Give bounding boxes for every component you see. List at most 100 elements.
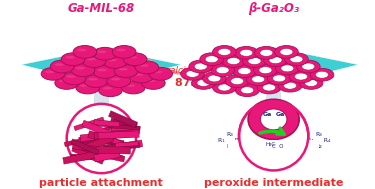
- Ellipse shape: [216, 67, 229, 74]
- Text: R₃
R₁     R₄
R₂: R₃ R₁ R₄ R₂: [218, 132, 242, 149]
- Ellipse shape: [126, 84, 135, 87]
- Ellipse shape: [301, 84, 323, 87]
- Ellipse shape: [262, 84, 276, 91]
- Ellipse shape: [243, 55, 266, 67]
- Ellipse shape: [236, 84, 259, 97]
- Polygon shape: [88, 131, 117, 144]
- Ellipse shape: [315, 71, 328, 78]
- Ellipse shape: [41, 67, 65, 80]
- Ellipse shape: [260, 109, 287, 130]
- Polygon shape: [228, 140, 319, 175]
- Ellipse shape: [182, 75, 205, 78]
- Text: peroxide intermediate: peroxide intermediate: [204, 178, 344, 188]
- Ellipse shape: [149, 67, 172, 80]
- Polygon shape: [78, 144, 102, 154]
- Ellipse shape: [227, 57, 240, 65]
- Text: Ga-MIL-68: Ga-MIL-68: [68, 2, 135, 15]
- Ellipse shape: [213, 46, 236, 58]
- Ellipse shape: [241, 87, 254, 94]
- Polygon shape: [78, 148, 106, 157]
- Ellipse shape: [276, 53, 298, 56]
- Ellipse shape: [128, 56, 137, 59]
- Ellipse shape: [211, 64, 234, 77]
- Ellipse shape: [234, 46, 258, 59]
- Ellipse shape: [259, 89, 281, 92]
- Polygon shape: [103, 143, 140, 149]
- Text: C  O: C O: [273, 144, 284, 149]
- Ellipse shape: [77, 49, 87, 51]
- Ellipse shape: [202, 72, 226, 85]
- Polygon shape: [63, 151, 99, 164]
- Ellipse shape: [112, 46, 136, 58]
- Ellipse shape: [297, 60, 320, 73]
- Polygon shape: [94, 120, 120, 127]
- Ellipse shape: [71, 64, 95, 77]
- Polygon shape: [84, 134, 114, 151]
- Ellipse shape: [55, 77, 78, 89]
- Ellipse shape: [291, 78, 313, 81]
- Ellipse shape: [240, 49, 253, 56]
- Ellipse shape: [118, 68, 128, 70]
- Ellipse shape: [218, 48, 231, 55]
- Ellipse shape: [197, 79, 210, 86]
- Ellipse shape: [200, 53, 223, 66]
- Ellipse shape: [122, 81, 145, 94]
- Polygon shape: [74, 117, 104, 131]
- Ellipse shape: [123, 53, 147, 66]
- Ellipse shape: [78, 88, 99, 92]
- FancyArrowPatch shape: [260, 128, 284, 134]
- Ellipse shape: [286, 60, 309, 64]
- Polygon shape: [106, 136, 130, 149]
- Ellipse shape: [269, 80, 291, 83]
- Text: H₃C: H₃C: [266, 143, 276, 147]
- Ellipse shape: [302, 63, 315, 70]
- Ellipse shape: [204, 80, 226, 83]
- Ellipse shape: [265, 61, 288, 64]
- Polygon shape: [70, 154, 99, 159]
- Ellipse shape: [277, 70, 300, 73]
- Ellipse shape: [248, 99, 299, 139]
- Ellipse shape: [132, 77, 153, 81]
- Ellipse shape: [256, 54, 279, 57]
- Text: particle attachment: particle attachment: [39, 178, 163, 188]
- Ellipse shape: [208, 75, 221, 82]
- Polygon shape: [72, 144, 105, 152]
- Ellipse shape: [86, 58, 96, 60]
- Ellipse shape: [80, 84, 90, 87]
- Ellipse shape: [116, 49, 126, 51]
- Ellipse shape: [103, 87, 112, 90]
- Ellipse shape: [103, 56, 127, 68]
- Polygon shape: [80, 154, 117, 160]
- Ellipse shape: [192, 77, 215, 89]
- Ellipse shape: [75, 67, 85, 70]
- Ellipse shape: [225, 75, 249, 88]
- Ellipse shape: [205, 56, 218, 63]
- Ellipse shape: [246, 73, 270, 86]
- Ellipse shape: [114, 53, 136, 57]
- Ellipse shape: [274, 46, 298, 58]
- Text: 873 K: 873 K: [175, 78, 210, 88]
- Ellipse shape: [114, 65, 138, 77]
- Ellipse shape: [273, 75, 286, 82]
- Ellipse shape: [50, 60, 74, 73]
- Ellipse shape: [75, 53, 96, 57]
- Polygon shape: [94, 130, 134, 139]
- Polygon shape: [94, 150, 120, 162]
- Text: Ga: Ga: [262, 112, 272, 117]
- Ellipse shape: [54, 63, 64, 66]
- Polygon shape: [71, 139, 99, 155]
- Polygon shape: [79, 131, 106, 143]
- Ellipse shape: [298, 68, 321, 71]
- Ellipse shape: [254, 64, 277, 77]
- Ellipse shape: [97, 50, 107, 53]
- Polygon shape: [94, 79, 109, 104]
- Ellipse shape: [66, 75, 76, 78]
- Polygon shape: [99, 136, 124, 147]
- Ellipse shape: [73, 46, 97, 58]
- Ellipse shape: [280, 87, 302, 90]
- Ellipse shape: [312, 76, 334, 79]
- Polygon shape: [111, 140, 142, 152]
- Ellipse shape: [43, 75, 64, 78]
- Ellipse shape: [107, 59, 117, 61]
- Polygon shape: [80, 132, 105, 142]
